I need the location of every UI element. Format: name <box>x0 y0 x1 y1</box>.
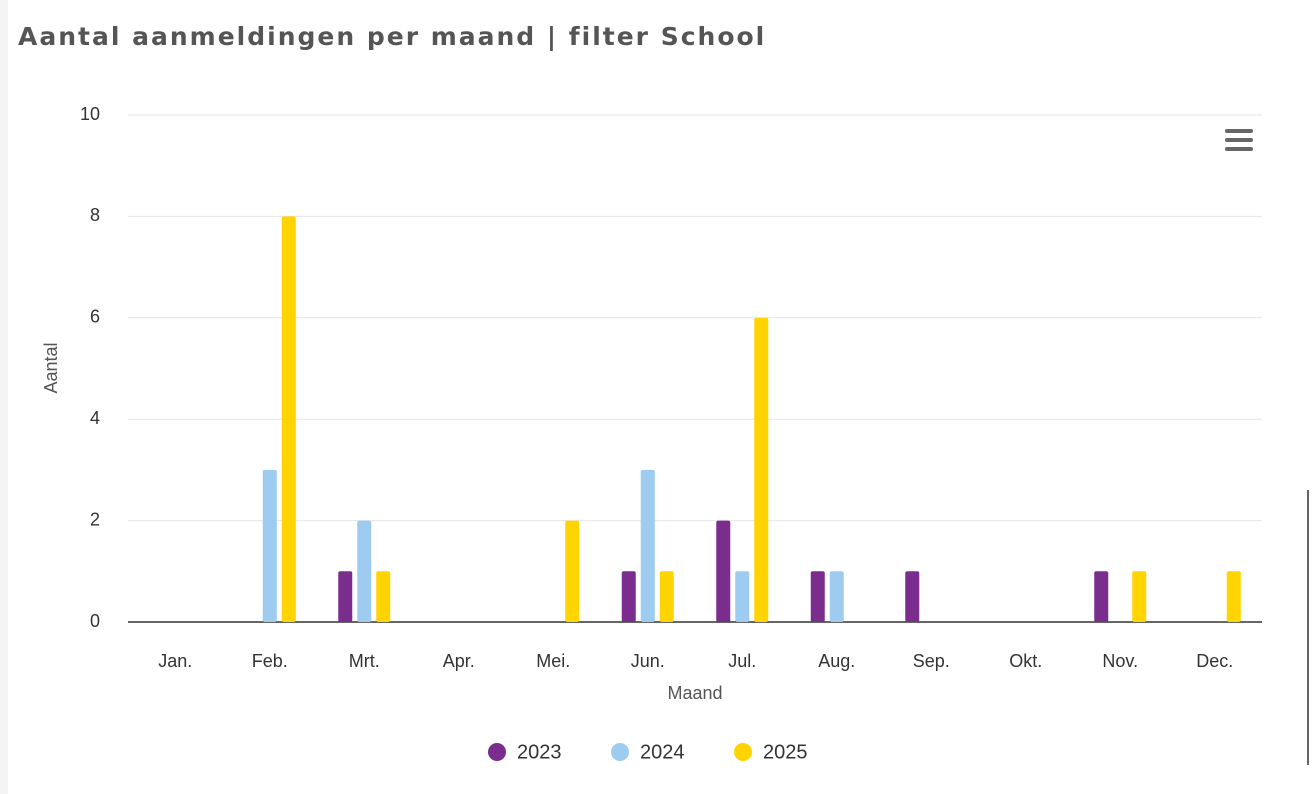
x-axis-title: Maand <box>667 683 722 703</box>
bar <box>659 571 674 622</box>
x-tick-label: Mei. <box>536 651 570 671</box>
menu-line <box>1225 147 1253 151</box>
bar <box>810 571 825 622</box>
bar <box>621 571 636 622</box>
bar <box>754 317 769 622</box>
legend-label: 2024 <box>640 741 685 763</box>
bar <box>376 571 391 622</box>
menu-button[interactable] <box>1225 129 1253 151</box>
bar <box>716 520 731 622</box>
x-tick-label: Aug. <box>818 651 855 671</box>
y-tick-label: 2 <box>90 509 100 529</box>
bar <box>357 520 372 622</box>
x-tick-label: Dec. <box>1196 651 1233 671</box>
bar <box>338 571 353 622</box>
bar <box>262 469 277 622</box>
left-strip <box>0 0 8 794</box>
legend-marker <box>611 743 629 761</box>
bar <box>735 571 750 622</box>
y-tick-label: 10 <box>80 104 100 124</box>
x-tick-label: Sep. <box>913 651 950 671</box>
bar <box>1094 571 1109 622</box>
x-tick-label: Nov. <box>1102 651 1138 671</box>
x-tick-label: Jun. <box>631 651 665 671</box>
y-tick-label: 4 <box>90 408 100 428</box>
bar <box>829 571 844 622</box>
legend-marker <box>488 743 506 761</box>
legend-label: 2025 <box>763 741 808 763</box>
y-tick-label: 8 <box>90 205 100 225</box>
y-axis-title: Aantal <box>41 342 61 393</box>
bar <box>565 520 580 622</box>
legend-label: 2023 <box>517 741 562 763</box>
bar <box>1226 571 1241 622</box>
x-tick-label: Jul. <box>728 651 756 671</box>
x-tick-label: Jan. <box>158 651 192 671</box>
x-tick-label: Okt. <box>1009 651 1042 671</box>
menu-line <box>1225 129 1253 133</box>
legend-marker <box>734 743 752 761</box>
menu-line <box>1225 138 1253 142</box>
x-tick-label: Feb. <box>252 651 288 671</box>
chart-title: Aantal aanmeldingen per maand | filter S… <box>18 22 766 51</box>
bar <box>281 216 296 622</box>
x-tick-label: Apr. <box>443 651 475 671</box>
y-tick-label: 6 <box>90 307 100 327</box>
bar <box>905 571 920 622</box>
bar <box>1132 571 1147 622</box>
y-tick-label: 0 <box>90 611 100 631</box>
bar <box>640 469 655 622</box>
x-tick-label: Mrt. <box>349 651 380 671</box>
